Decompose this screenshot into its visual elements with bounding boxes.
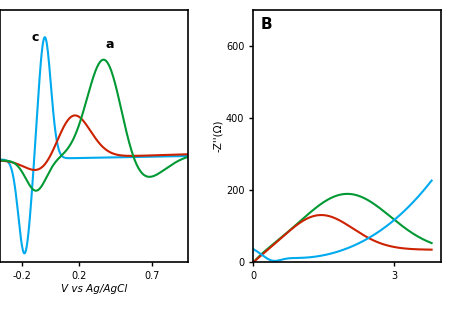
Text: a: a xyxy=(105,37,114,51)
Text: B: B xyxy=(261,18,272,32)
Text: c: c xyxy=(32,31,39,44)
X-axis label: V vs Ag/AgCl: V vs Ag/AgCl xyxy=(61,284,127,294)
Y-axis label: -Z''(Ω): -Z''(Ω) xyxy=(213,120,223,152)
